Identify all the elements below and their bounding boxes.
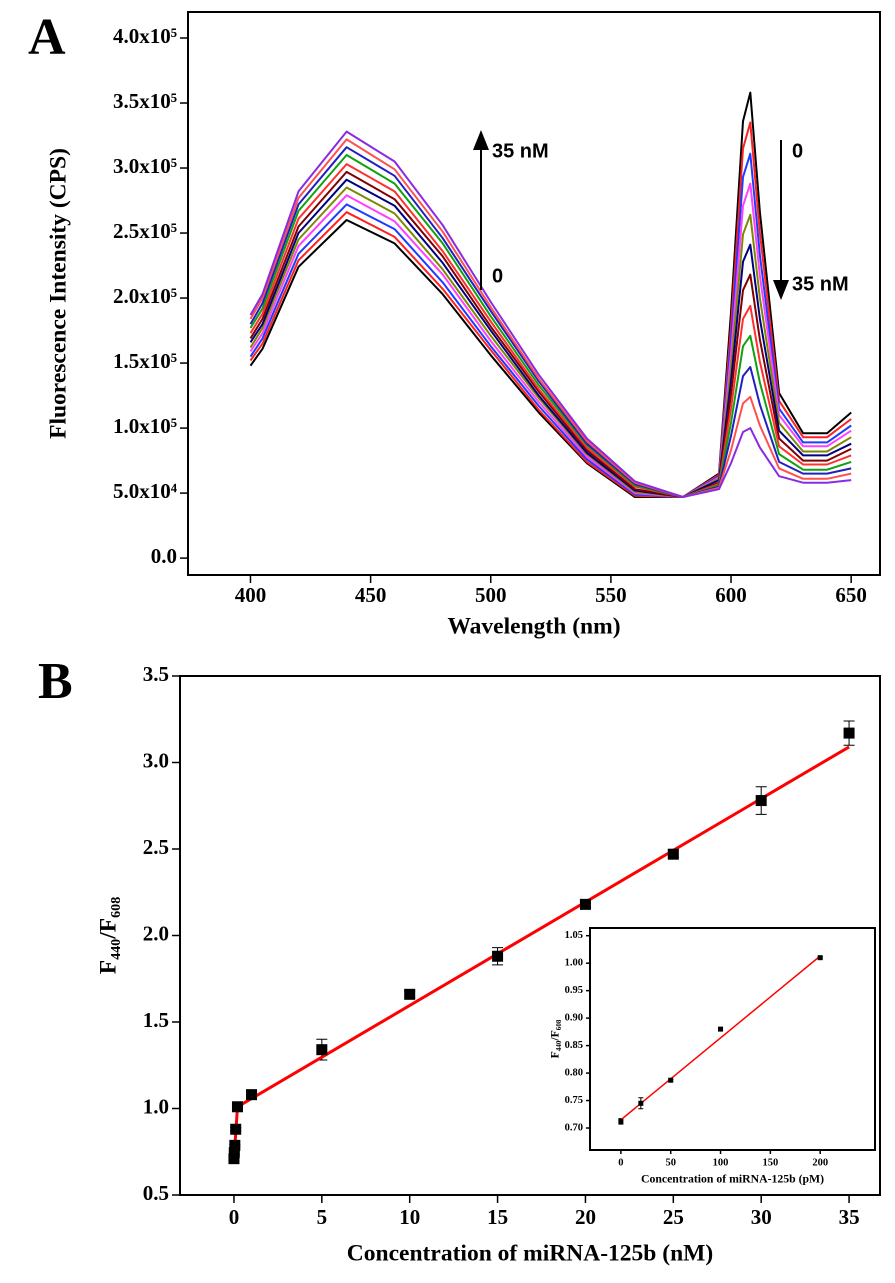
data-point (638, 1100, 644, 1106)
y-tick-label: 2.0 (143, 921, 169, 945)
x-tick-label: 5 (317, 1205, 328, 1229)
y-tick-label: 1.00 (565, 958, 583, 969)
annotation: 0 (492, 265, 503, 287)
x-axis-label: Concentration of miRNA-125b (nM) (347, 1240, 713, 1266)
x-tick-label: 100 (713, 1157, 729, 1168)
data-point (817, 955, 823, 961)
spectrum-line (249, 130, 852, 498)
y-tick-label: 2.5 (143, 835, 169, 859)
x-tick-label: 200 (812, 1157, 828, 1168)
x-tick-label: 150 (762, 1157, 778, 1168)
y-tick-label: 0.90 (565, 1013, 583, 1024)
y-tick-label: 4.0x10⁵ (113, 24, 177, 48)
y-tick-label: 0.0 (151, 544, 177, 568)
x-tick-label: 550 (595, 583, 627, 607)
data-point (316, 1044, 328, 1056)
data-point (667, 848, 679, 860)
x-tick-label: 450 (355, 583, 387, 607)
plot-frame (187, 11, 881, 576)
y-tick-label: 5.0x10⁴ (113, 479, 178, 503)
data-point (718, 1026, 724, 1032)
x-tick-label: 30 (751, 1205, 772, 1229)
y-tick-label: 0.5 (143, 1181, 169, 1205)
x-tick-label: 0 (618, 1157, 623, 1168)
panel-label: B (38, 653, 73, 710)
fit-line (620, 955, 821, 1121)
y-tick-label: 0.85 (565, 1040, 583, 1051)
x-tick-label: 650 (835, 583, 867, 607)
y-tick-label: 0.70 (565, 1122, 583, 1133)
x-tick-label: 15 (487, 1205, 508, 1229)
data-point (228, 1147, 240, 1159)
y-tick-label: 1.0 (143, 1094, 169, 1118)
data-point (668, 1077, 674, 1083)
y-tick-label: 2.0x10⁵ (113, 284, 177, 308)
y-tick-label: 3.0 (143, 748, 169, 772)
data-point (228, 1153, 240, 1165)
x-tick-label: 500 (475, 583, 507, 607)
panel: A 400 450 500 550 600 650 0.0 5.0x10⁴ 1.0x10⁵ 1.5x… (28, 9, 881, 639)
x-tick-label: 0 (229, 1205, 240, 1229)
data-point (579, 898, 591, 910)
x-tick-label: 35 (839, 1205, 860, 1229)
y-tick-label: 2.5x10⁵ (113, 219, 177, 243)
x-tick-label: 400 (235, 583, 267, 607)
y-axis-label: F₄₄₀/F₆₀₈ (95, 897, 121, 975)
data-point (618, 1118, 624, 1124)
y-tick-label: 3.5 (143, 662, 169, 686)
y-axis-label: Fluorescence Intensity (CPS) (45, 148, 71, 439)
x-tick-label: 50 (665, 1157, 676, 1168)
data-point (229, 1139, 241, 1151)
x-tick-label: 10 (399, 1205, 420, 1229)
y-tick-label: 0.75 (565, 1095, 583, 1106)
y-tick-label: 1.05 (565, 930, 583, 941)
y-tick-label: 3.0x10⁵ (113, 154, 177, 178)
y-tick-label: 1.5x10⁵ (113, 349, 177, 373)
y-axis-label: F₄₄₀/F₆₀₈ (549, 1019, 562, 1058)
annotation: 35 nM (492, 140, 549, 162)
data-point (230, 1123, 242, 1135)
x-tick-label: 20 (575, 1205, 596, 1229)
y-tick-label: 1.5 (143, 1008, 169, 1032)
x-tick-label: 25 (663, 1205, 684, 1229)
data-point (843, 727, 855, 739)
data-point (492, 950, 504, 962)
data-point (246, 1089, 258, 1101)
y-tick-label: 3.5x10⁵ (113, 89, 177, 113)
data-point (755, 795, 767, 807)
plot-frame (589, 927, 876, 1151)
panel-label: A (28, 9, 66, 66)
x-axis-label: Wavelength (nm) (447, 613, 620, 639)
annotation: 0 (792, 140, 803, 162)
data-point (404, 988, 416, 1000)
x-tick-label: 600 (715, 583, 747, 607)
spectrum-line (249, 170, 852, 498)
data-point (231, 1101, 243, 1113)
x-axis-label: Concentration of miRNA-125b (pM) (641, 1173, 824, 1186)
y-tick-label: 0.80 (565, 1067, 583, 1078)
y-tick-label: 0.95 (565, 985, 583, 996)
y-tick-label: 1.0x10⁵ (113, 414, 177, 438)
annotation: 35 nM (792, 273, 849, 295)
panel: 0 50 100 150 200 0.70 0.75 0.80 0.85 0.90 0.95 1.00… (549, 927, 876, 1186)
